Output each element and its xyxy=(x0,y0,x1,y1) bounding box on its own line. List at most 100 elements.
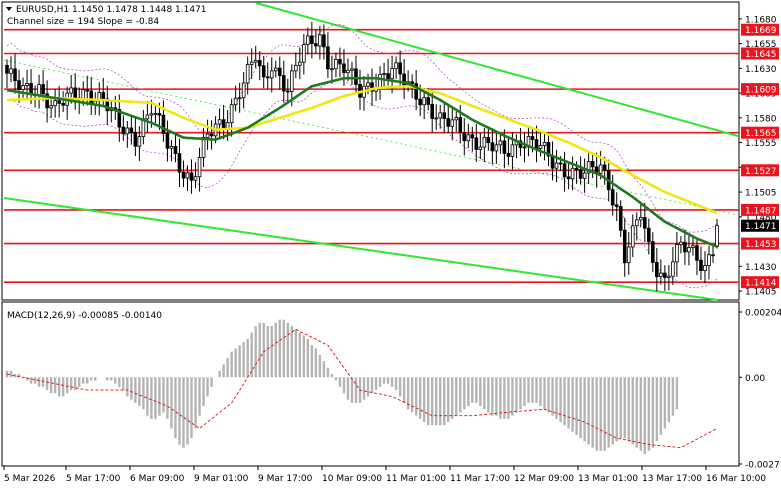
candle xyxy=(711,244,715,263)
candle xyxy=(197,147,202,192)
level-label-5: 1.1487 xyxy=(745,206,777,216)
time-tick-label: 13 Mar 01:00 xyxy=(578,474,638,484)
price-tick-label: 1.1680 xyxy=(745,15,777,25)
candle xyxy=(486,127,491,151)
candle xyxy=(193,162,198,189)
candle xyxy=(181,160,186,187)
candle xyxy=(269,57,274,93)
candle xyxy=(462,118,467,156)
candle xyxy=(306,27,310,55)
candle xyxy=(265,62,270,89)
candle xyxy=(201,128,206,168)
candle xyxy=(490,128,495,165)
candle xyxy=(522,132,527,163)
candle xyxy=(322,24,326,60)
candle xyxy=(626,232,631,275)
time-tick-label: 5 Mar 17:00 xyxy=(66,474,121,484)
candle xyxy=(338,47,342,78)
candle xyxy=(679,236,683,254)
candle xyxy=(659,259,663,285)
level-badge-5 xyxy=(741,203,779,216)
candle xyxy=(294,52,298,79)
candle xyxy=(382,62,386,89)
candle xyxy=(590,152,595,179)
trend-channel xyxy=(3,2,739,301)
candle xyxy=(61,91,65,113)
candle xyxy=(578,156,583,185)
candle xyxy=(542,133,547,161)
candle xyxy=(554,149,559,183)
candle xyxy=(671,247,675,285)
level-badge-7 xyxy=(741,276,779,289)
candle xyxy=(663,265,667,291)
candle xyxy=(546,132,551,166)
candle xyxy=(506,138,511,166)
level-badge-4 xyxy=(741,164,779,177)
candle xyxy=(13,54,17,94)
candle xyxy=(342,49,346,86)
time-tick-label: 9 Mar 17:00 xyxy=(258,474,313,484)
time-axis: 5 Mar 2026 5 Mar 17:00 6 Mar 09:00 9 Mar 01… xyxy=(3,466,766,484)
candle xyxy=(5,59,9,89)
candle xyxy=(562,151,567,192)
candle xyxy=(257,51,262,81)
candle xyxy=(426,88,430,111)
candle xyxy=(273,60,278,78)
macd-tick-label: 0.00204 xyxy=(745,309,781,319)
candle xyxy=(25,69,29,101)
candle xyxy=(683,229,687,265)
candle xyxy=(137,126,142,161)
candle xyxy=(145,100,150,133)
channel-upper-line xyxy=(255,2,739,137)
candle xyxy=(205,119,210,150)
candle xyxy=(454,111,459,132)
candle xyxy=(326,32,330,79)
candle xyxy=(153,105,158,124)
candle xyxy=(330,55,334,84)
candle xyxy=(570,156,575,191)
candle xyxy=(261,55,266,89)
level-label-3: 1.1565 xyxy=(745,129,777,139)
candle xyxy=(49,98,53,118)
candle xyxy=(298,47,302,80)
time-tick-label: 11 Mar 17:00 xyxy=(450,474,510,484)
candle xyxy=(630,214,635,258)
candle xyxy=(434,104,439,130)
candle xyxy=(566,161,571,190)
candle xyxy=(695,237,699,276)
candle xyxy=(691,234,695,256)
macd-tick-label: 0.00 xyxy=(745,374,765,384)
envelope-upper xyxy=(6,24,718,233)
candle xyxy=(422,87,426,120)
dropdown-triangle-icon[interactable] xyxy=(6,7,12,11)
level-badge-3 xyxy=(741,126,779,139)
macd-signal-line xyxy=(6,328,718,449)
candle xyxy=(582,158,587,193)
candle xyxy=(647,218,651,255)
candle xyxy=(478,132,483,160)
candle xyxy=(634,212,639,241)
candle xyxy=(57,85,61,118)
candle xyxy=(450,107,455,141)
level-label-0: 1.1669 xyxy=(745,26,777,36)
candle xyxy=(169,139,174,162)
candle xyxy=(165,120,170,162)
candle xyxy=(217,108,222,139)
candle xyxy=(622,217,627,277)
candle xyxy=(498,133,503,154)
candle xyxy=(482,128,487,162)
candle xyxy=(209,120,214,150)
candle xyxy=(314,29,318,54)
price-tick-label: 1.1655 xyxy=(745,40,777,50)
candle xyxy=(350,61,354,86)
candle xyxy=(614,192,619,222)
price-tick-label: 1.1430 xyxy=(745,263,777,273)
candle xyxy=(53,89,57,118)
level-label-1: 1.1645 xyxy=(745,50,777,60)
candle xyxy=(9,56,13,83)
level-label-2: 1.1609 xyxy=(745,86,777,96)
candle xyxy=(105,85,110,125)
current-price-badge xyxy=(741,219,779,232)
candle xyxy=(442,101,447,134)
